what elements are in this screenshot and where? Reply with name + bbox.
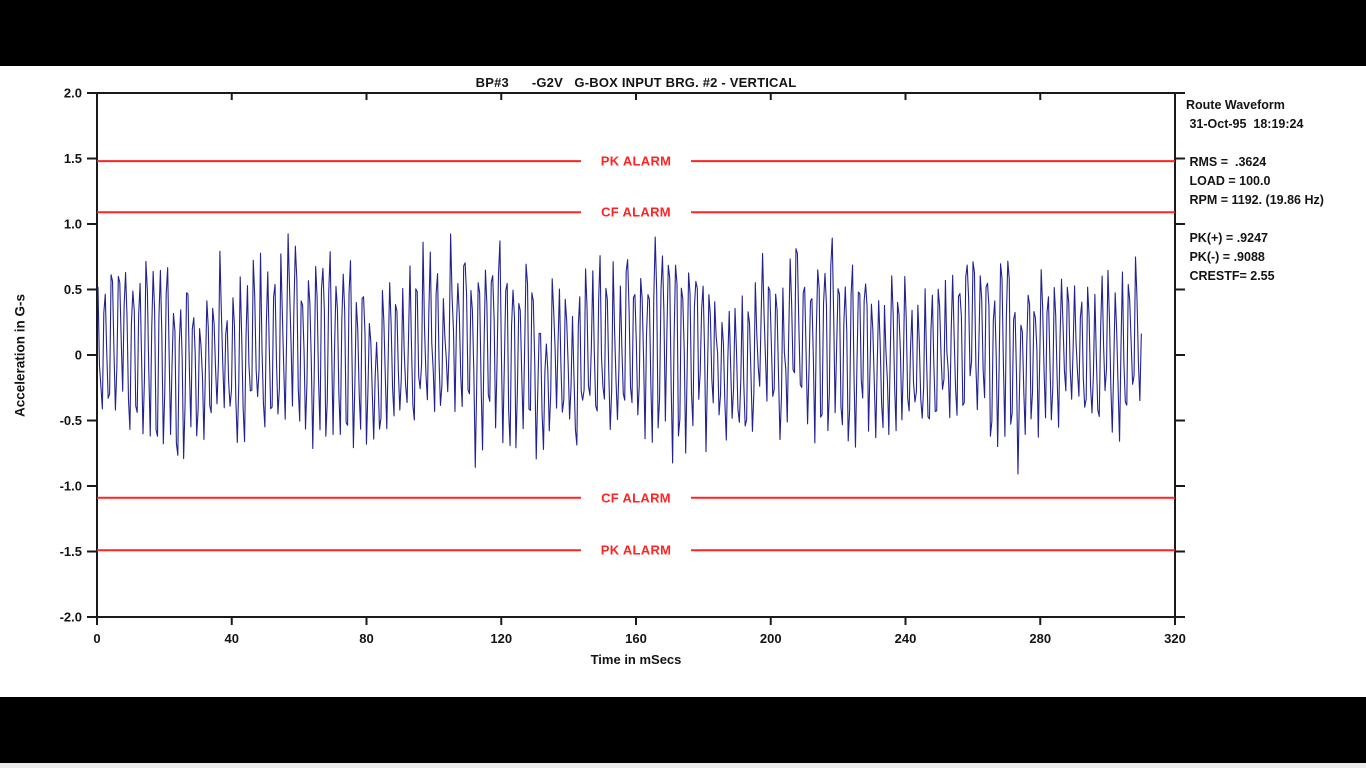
y-tick-label: 1.0 <box>64 217 82 232</box>
x-tick-label: 120 <box>490 631 512 646</box>
x-tick-label: 0 <box>93 631 100 646</box>
y-tick-label: -0.5 <box>60 413 82 428</box>
y-tick-label: -1.5 <box>60 544 82 559</box>
info-line: RMS = .3624 <box>1186 155 1267 169</box>
y-tick-label: 0.5 <box>64 282 82 297</box>
info-line <box>1186 210 1324 229</box>
bottom-edge-strip <box>0 763 1366 768</box>
x-tick-label: 40 <box>225 631 239 646</box>
x-tick-label: 160 <box>625 631 647 646</box>
info-line <box>1186 134 1324 153</box>
x-axis-title: Time in mSecs <box>590 652 682 667</box>
info-line: LOAD = 100.0 <box>1186 174 1271 188</box>
alarm-label: CF ALARM <box>601 490 671 505</box>
alarm-label: PK ALARM <box>601 154 672 169</box>
x-tick-label: 240 <box>895 631 917 646</box>
info-line: 31-Oct-95 18:19:24 <box>1186 117 1304 131</box>
alarm-label: PK ALARM <box>601 543 672 558</box>
x-tick-label: 80 <box>359 631 373 646</box>
y-tick-label: 1.5 <box>64 151 82 166</box>
x-tick-label: 280 <box>1029 631 1051 646</box>
chart-title: BP#3 -G2V G-BOX INPUT BRG. #2 - VERTICAL <box>475 75 797 90</box>
waveform-path <box>97 233 1142 475</box>
x-tick-label: 200 <box>760 631 782 646</box>
info-line: PK(-) = .9088 <box>1186 250 1265 264</box>
top-letterbox-bar <box>0 0 1366 66</box>
info-line: RPM = 1192. (19.86 Hz) <box>1186 193 1324 207</box>
x-tick-label: 320 <box>1164 631 1186 646</box>
plot-content-area <box>0 66 1366 697</box>
y-tick-label: -1.0 <box>60 479 82 494</box>
alarm-label: CF ALARM <box>601 205 671 220</box>
y-axis-title: Acceleration in G-s <box>12 293 28 418</box>
info-line: CRESTF= 2.55 <box>1186 269 1275 283</box>
y-tick-label: -2.0 <box>60 610 82 625</box>
info-panel: Route Waveform 31-Oct-95 18:19:24 RMS = … <box>1186 96 1324 286</box>
info-line: PK(+) = .9247 <box>1186 231 1268 245</box>
bottom-letterbox-bar <box>0 697 1366 763</box>
y-tick-label: 0 <box>75 348 82 363</box>
y-tick-label: 2.0 <box>64 86 82 101</box>
info-line: Route Waveform <box>1186 98 1285 112</box>
